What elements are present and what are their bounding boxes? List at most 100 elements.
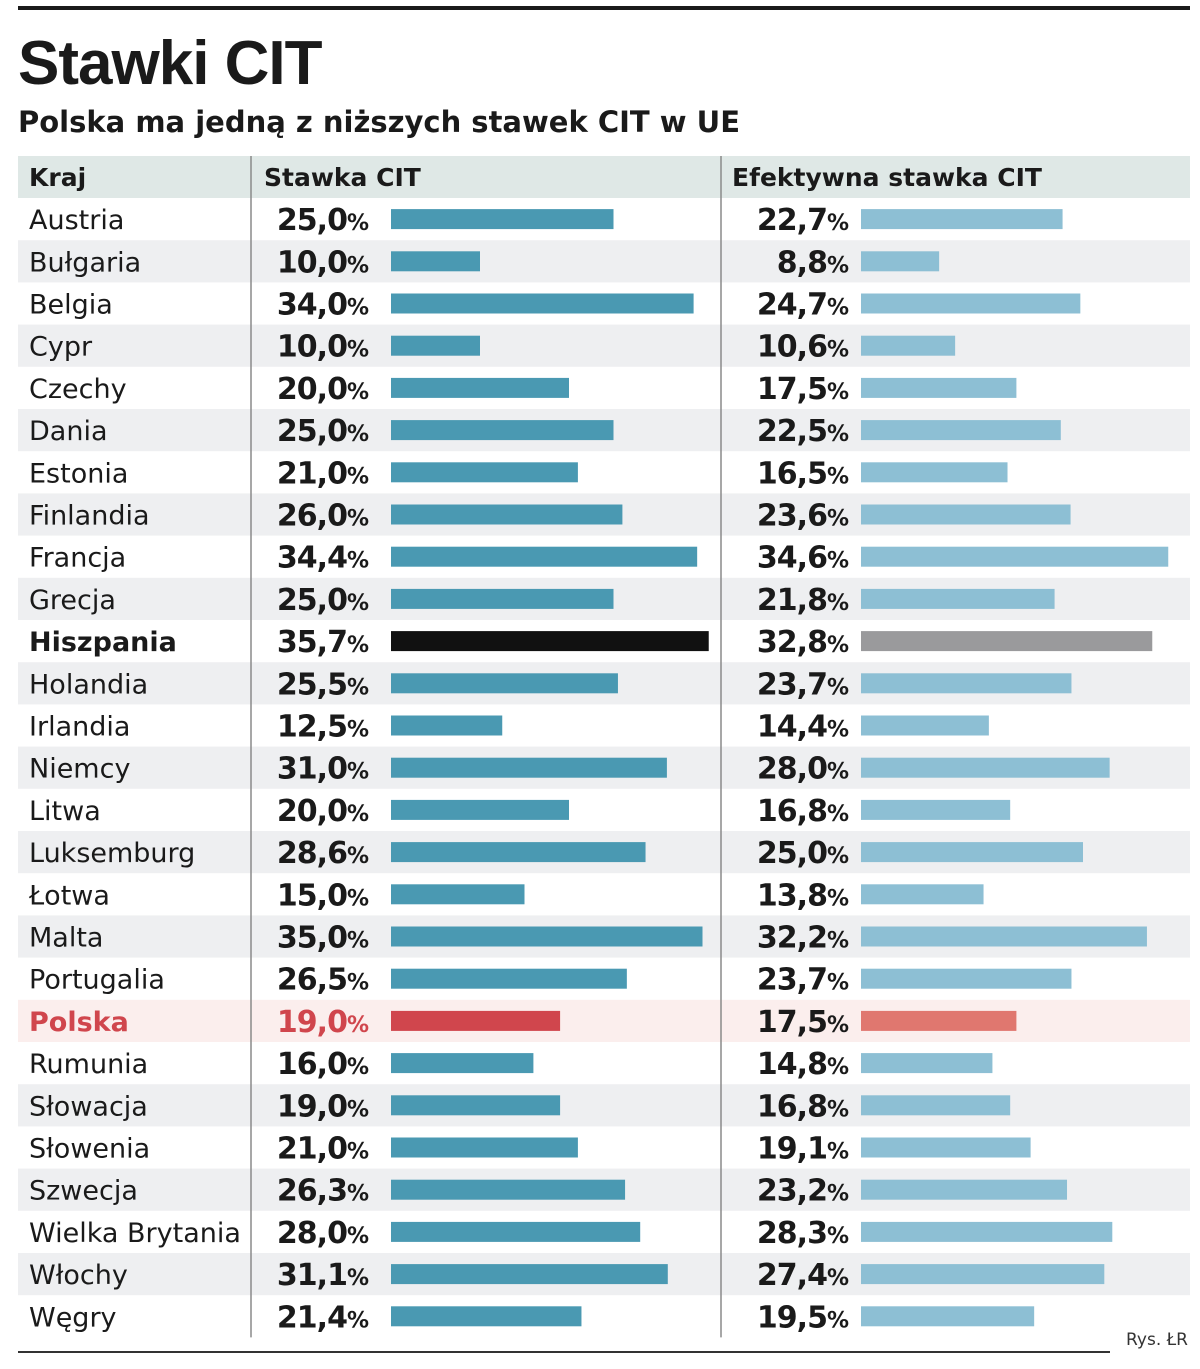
- efektywna-bar-wegry: [861, 1306, 1035, 1327]
- stawka-value-label: 16,0%: [277, 1047, 369, 1082]
- efektywna-value-label: 17,5%: [757, 372, 849, 407]
- efektywna-value-label: 28,3%: [757, 1216, 849, 1251]
- efektywna-bar-grecja: [861, 588, 1055, 609]
- country-label: Belgia: [29, 290, 113, 321]
- stawka-value-label: 10,0%: [277, 330, 369, 365]
- efektywna-value-label: 22,7%: [757, 203, 849, 238]
- country-label: Irlandia: [29, 712, 130, 743]
- efektywna-value-label: 23,7%: [757, 963, 849, 998]
- efektywna-bar-estonia: [861, 462, 1008, 483]
- efektywna-value-label: 32,2%: [757, 921, 849, 956]
- stawka-value-label: 26,0%: [277, 499, 369, 534]
- stawka-value-label: 25,0%: [277, 414, 369, 449]
- stawka-value-label: 28,0%: [277, 1216, 369, 1251]
- efektywna-bar-slowacja: [861, 1095, 1011, 1116]
- efektywna-value-label: 13,8%: [757, 878, 849, 913]
- stawka-bar-polska: [391, 1010, 561, 1031]
- stawka-bar-litwa: [391, 799, 569, 820]
- efektywna-bar-belgia: [861, 293, 1081, 314]
- country-label: Czechy: [29, 374, 127, 405]
- chart-subtitle: Polska ma jedną z niższych stawek CIT w …: [18, 105, 741, 139]
- country-label: Cypr: [29, 332, 93, 363]
- stawka-value-label: 34,4%: [277, 541, 369, 576]
- stawka-bar-francja: [391, 546, 698, 567]
- stawka-bar-hiszpania: [391, 631, 709, 652]
- stawka-value-label: 35,7%: [277, 625, 369, 660]
- stawka-value-label: 21,4%: [277, 1300, 369, 1335]
- stawka-value-label: 10,0%: [277, 245, 369, 280]
- efektywna-bar-hiszpania: [861, 631, 1153, 652]
- country-label: Holandia: [29, 669, 148, 700]
- efektywna-bar-wielka-brytania: [861, 1221, 1113, 1242]
- country-label: Słowacja: [29, 1091, 148, 1122]
- efektywna-bar-francja: [861, 546, 1169, 567]
- country-label: Rumunia: [29, 1049, 148, 1080]
- efektywna-bar-malta: [861, 926, 1147, 947]
- row-background-bulgaria: [18, 240, 1190, 283]
- efektywna-value-label: 19,1%: [757, 1132, 849, 1167]
- country-label: Grecja: [29, 585, 116, 616]
- stawka-value-label: 34,0%: [277, 288, 369, 323]
- stawka-value-label: 28,6%: [277, 836, 369, 871]
- efektywna-value-label: 16,8%: [757, 794, 849, 829]
- top-rule: [18, 6, 1190, 10]
- efektywna-bar-luksemburg: [861, 842, 1083, 863]
- stawka-bar-wlochy: [391, 1264, 668, 1285]
- efektywna-bar-polska: [861, 1010, 1017, 1031]
- efektywna-value-label: 28,0%: [757, 752, 849, 787]
- stawka-bar-portugalia: [391, 968, 627, 989]
- country-label: Węgry: [29, 1302, 117, 1333]
- efektywna-bar-austria: [861, 209, 1063, 230]
- country-label: Finlandia: [29, 501, 150, 532]
- stawka-bar-luksemburg: [391, 842, 646, 863]
- efektywna-value-label: 14,4%: [757, 710, 849, 745]
- stawka-value-label: 31,1%: [277, 1258, 369, 1293]
- country-label: Hiszpania: [29, 627, 177, 658]
- country-label: Bułgaria: [29, 247, 141, 278]
- stawka-bar-szwecja: [391, 1179, 626, 1200]
- efektywna-value-label: 32,8%: [757, 625, 849, 660]
- efektywna-value-label: 8,8%: [777, 245, 849, 280]
- country-label: Portugalia: [29, 965, 165, 996]
- stawka-value-label: 21,0%: [277, 456, 369, 491]
- stawka-value-label: 35,0%: [277, 921, 369, 956]
- stawka-bar-grecja: [391, 588, 614, 609]
- country-label: Słowenia: [29, 1134, 150, 1165]
- efektywna-bar-portugalia: [861, 968, 1072, 989]
- credit: Rys. ŁR: [1126, 1330, 1188, 1350]
- efektywna-bar-rumunia: [861, 1053, 993, 1074]
- stawka-bar-finlandia: [391, 504, 623, 525]
- header-background: [18, 156, 1190, 198]
- stawka-bar-cypr: [391, 335, 480, 356]
- country-label: Estonia: [29, 458, 128, 489]
- column-header-efektywna-stawka-cit: Efektywna stawka CIT: [732, 163, 1042, 192]
- stawka-value-label: 19,0%: [277, 1089, 369, 1124]
- efektywna-bar-czechy: [861, 377, 1017, 398]
- stawka-bar-bulgaria: [391, 251, 480, 272]
- efektywna-bar-holandia: [861, 673, 1072, 694]
- country-label: Francja: [29, 543, 126, 574]
- stawka-value-label: 19,0%: [277, 1005, 369, 1040]
- efektywna-value-label: 14,8%: [757, 1047, 849, 1082]
- stawka-value-label: 26,5%: [277, 963, 369, 998]
- efektywna-bar-cypr: [861, 335, 956, 356]
- country-label: Malta: [29, 923, 103, 954]
- country-label: Luksemburg: [29, 838, 195, 869]
- efektywna-value-label: 16,8%: [757, 1089, 849, 1124]
- stawka-value-label: 20,0%: [277, 794, 369, 829]
- efektywna-bar-finlandia: [861, 504, 1071, 525]
- efektywna-value-label: 19,5%: [757, 1300, 849, 1335]
- efektywna-bar-szwecja: [861, 1179, 1068, 1200]
- country-label: Litwa: [29, 796, 101, 827]
- efektywna-value-label: 10,6%: [757, 330, 849, 365]
- efektywna-value-label: 25,0%: [757, 836, 849, 871]
- row-background-cypr: [18, 324, 1190, 367]
- stawka-value-label: 20,0%: [277, 372, 369, 407]
- efektywna-bar-lotwa: [861, 884, 984, 905]
- efektywna-value-label: 21,8%: [757, 583, 849, 618]
- column-header-kraj: Kraj: [29, 163, 86, 192]
- stawka-bar-wegry: [391, 1306, 582, 1327]
- efektywna-value-label: 23,2%: [757, 1174, 849, 1209]
- efektywna-bar-irlandia: [861, 715, 989, 736]
